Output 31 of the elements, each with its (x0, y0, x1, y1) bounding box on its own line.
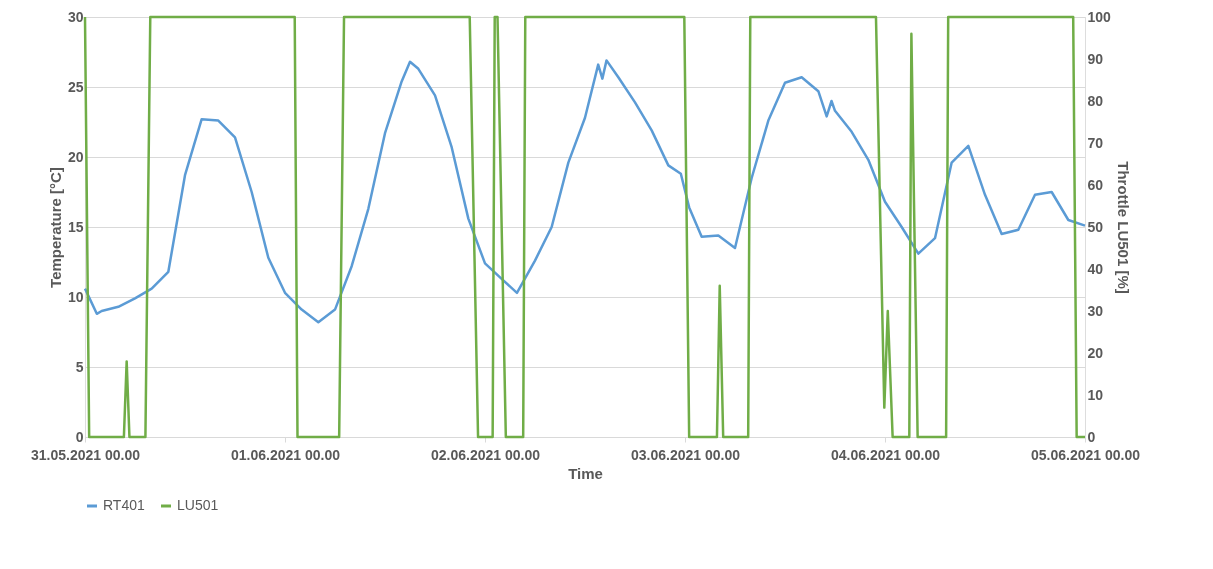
y2-tick-label: 20 (1087, 344, 1104, 361)
y-tick-label: 10 (67, 288, 84, 305)
y2-tick-label: 60 (1087, 176, 1104, 193)
y-tick-label: 5 (75, 358, 84, 375)
x-tick-label: 01.06.2021 00.00 (231, 446, 341, 463)
x-tick-label: 05.06.2021 00.00 (1031, 446, 1141, 463)
line-series (83, 15, 1087, 439)
x-tick-label: 03.06.2021 00.00 (631, 446, 741, 463)
y2-tick-label: 40 (1087, 260, 1104, 277)
line-series (83, 59, 1087, 324)
y2-tick-label: 50 (1087, 218, 1104, 235)
x-tick-label: 04.06.2021 00.00 (831, 446, 941, 463)
y-tick-label: 0 (75, 428, 84, 445)
y-tick-label: 30 (67, 8, 84, 25)
y2-tick-label: 10 (1087, 386, 1104, 403)
y2-tick-label: 70 (1087, 134, 1104, 151)
y2-tick-label: 90 (1087, 50, 1104, 67)
y2-axis-title: Throttle LU501 [%] (1114, 161, 1132, 294)
legend-label: LU501 (177, 497, 219, 513)
y-tick-label: 20 (67, 148, 84, 165)
y2-tick-label: 0 (1087, 428, 1096, 445)
y-tick-label: 15 (67, 218, 84, 235)
legend-label: RT401 (103, 497, 145, 513)
y2-tick-label: 100 (1087, 8, 1112, 25)
y2-tick-label: 30 (1087, 302, 1104, 319)
y2-tick-label: 80 (1087, 92, 1104, 109)
x-axis-title: Time (568, 464, 603, 482)
x-tick-label: 02.06.2021 00.00 (431, 446, 541, 463)
y-tick-label: 25 (67, 78, 84, 95)
y-axis-title: Temperature [°C] (46, 167, 64, 288)
x-tick-label: 31.05.2021 00.00 (31, 446, 141, 463)
